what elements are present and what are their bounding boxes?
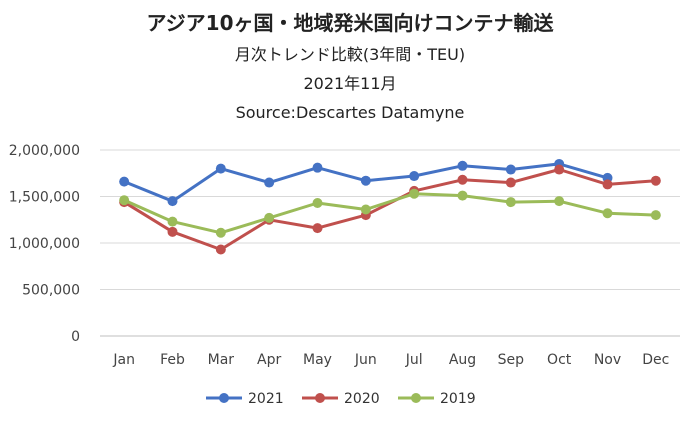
data-point: [215, 227, 226, 238]
data-point: [409, 171, 420, 182]
data-point: [215, 163, 226, 174]
legend-item: 2020: [302, 391, 380, 407]
chart-title: アジア10ヶ国・地域発米国向けコンテナ輸送: [146, 11, 554, 35]
gridlines: [100, 149, 680, 337]
legend-label: 2021: [248, 391, 284, 407]
data-point: [457, 174, 468, 185]
x-tick-label: Oct: [547, 352, 572, 368]
data-point: [505, 177, 516, 188]
x-tick-label: Apr: [257, 352, 281, 368]
data-point: [167, 216, 178, 227]
data-point: [360, 175, 371, 186]
chart-period: 2021年11月: [303, 74, 396, 93]
data-point: [505, 164, 516, 175]
data-point: [312, 162, 323, 173]
series-lines: [119, 158, 661, 255]
x-tick-label: Aug: [449, 352, 476, 368]
legend: 2021 2020 2019: [206, 391, 476, 407]
y-tick-label: 1,000,000: [9, 236, 80, 252]
legend-swatch-marker: [315, 393, 325, 403]
data-point: [554, 196, 565, 207]
legend-label: 2020: [344, 391, 380, 407]
data-point: [264, 177, 275, 188]
chart-subtitle: 月次トレンド比較(3年間・TEU): [235, 45, 465, 64]
legend-swatch-marker: [411, 393, 421, 403]
legend-item: 2021: [206, 391, 284, 407]
data-point: [215, 244, 226, 255]
x-tick-label: Mar: [208, 352, 235, 368]
y-tick-label: 2,000,000: [9, 143, 80, 159]
x-tick-label: Jun: [354, 352, 377, 368]
x-tick-label: Dec: [642, 352, 669, 368]
x-tick-label: May: [303, 352, 332, 368]
data-point: [167, 196, 178, 207]
series-2021: [119, 158, 613, 207]
x-tick-label: Nov: [594, 352, 621, 368]
data-point: [650, 175, 661, 186]
data-point: [167, 226, 178, 237]
data-point: [264, 212, 275, 223]
data-point: [602, 179, 613, 190]
data-point: [312, 198, 323, 209]
y-tick-label: 500,000: [22, 283, 80, 299]
series-2019: [119, 188, 661, 238]
data-point: [650, 210, 661, 221]
chart-source: Source:Descartes Datamyne: [236, 103, 465, 122]
data-point: [312, 223, 323, 234]
legend-label: 2019: [440, 391, 476, 407]
data-point: [360, 204, 371, 215]
y-tick-label: 0: [71, 329, 80, 345]
data-point: [457, 190, 468, 201]
data-point: [505, 197, 516, 208]
y-tick-label: 1,500,000: [9, 190, 80, 206]
data-point: [409, 188, 420, 199]
legend-item: 2019: [398, 391, 476, 407]
y-axis-ticks: 0 500,000 1,000,000 1,500,000 2,000,000: [9, 143, 80, 345]
x-tick-label: Jan: [112, 352, 135, 368]
x-tick-label: Sep: [498, 352, 525, 368]
legend-swatch-marker: [219, 393, 229, 403]
x-tick-label: Jul: [405, 352, 423, 368]
data-point: [457, 160, 468, 171]
data-point: [602, 208, 613, 219]
data-point: [554, 164, 565, 175]
x-tick-label: Feb: [160, 352, 185, 368]
x-axis-ticks: Jan Feb Mar Apr May Jun Jul Aug Sep Oct Nov Dec: [112, 352, 669, 368]
data-point: [119, 176, 130, 187]
series-line: [122, 192, 658, 235]
data-point: [119, 195, 130, 206]
